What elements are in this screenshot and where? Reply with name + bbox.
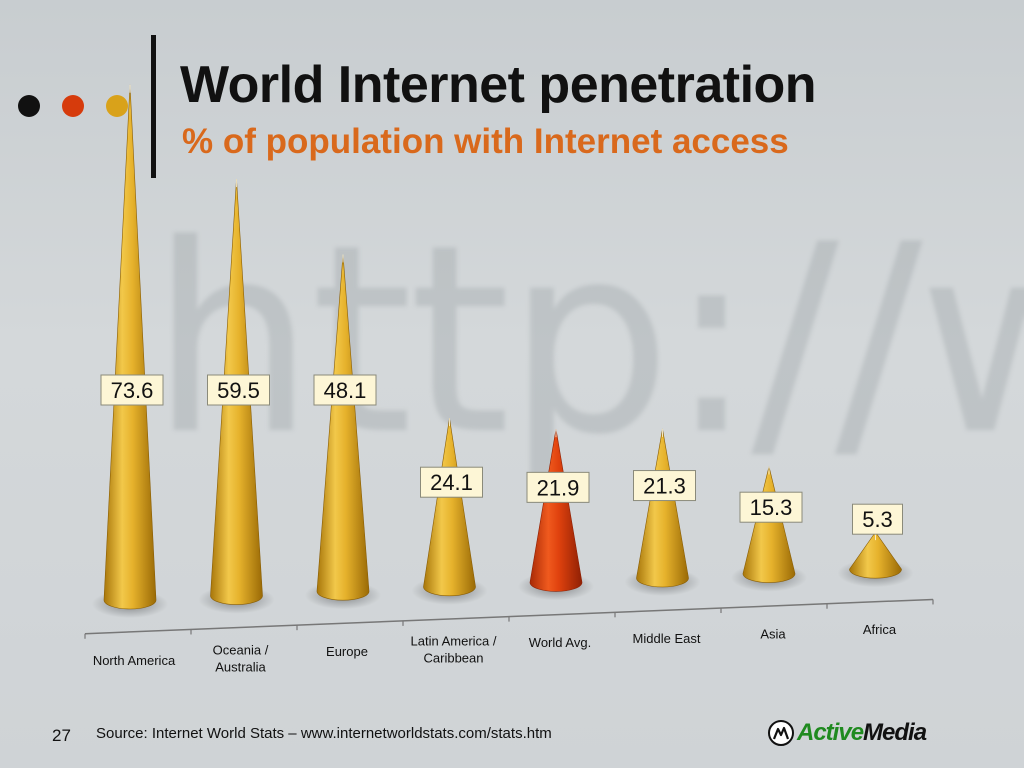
- value-label-box: [100, 374, 164, 406]
- logo-text-active: Active: [797, 719, 864, 746]
- category-label: Europe: [326, 644, 368, 659]
- value-label-box: [852, 503, 903, 535]
- cone-bar: [636, 428, 689, 588]
- chart-category-labels: North America Oceania / Australia Europe Lat…: [93, 622, 897, 674]
- chart-floor: [84, 598, 934, 639]
- gold-dot-icon: [106, 95, 128, 117]
- category-label: Africa: [863, 622, 897, 637]
- cone-bar: [423, 418, 476, 597]
- category-label: Australia: [215, 659, 266, 674]
- logo-text: ActiveMedia: [797, 719, 927, 747]
- value-label: 21.9: [537, 475, 580, 500]
- logo-text-media: Media: [863, 719, 927, 746]
- value-label-box: [420, 466, 483, 498]
- cone-bar: [849, 531, 902, 579]
- category-label: World Avg.: [529, 635, 591, 650]
- category-label: Latin America /: [411, 634, 497, 649]
- value-label-box: [207, 374, 270, 406]
- chart-cones: [92, 84, 914, 618]
- cone-bar: [103, 84, 157, 610]
- category-label: Asia: [760, 626, 786, 641]
- value-label: 15.3: [750, 495, 793, 520]
- slide-title: World Internet penetration: [180, 56, 817, 114]
- value-label: 5.3: [862, 507, 893, 532]
- activemedia-mark-icon: [768, 720, 794, 746]
- activemedia-logo: ActiveMedia: [768, 718, 927, 748]
- slide-subtitle: % of population with Internet access: [182, 122, 789, 161]
- value-label-box: [526, 471, 590, 503]
- source-note: Source: Internet World Stats – www.inter…: [96, 725, 552, 742]
- black-dot-icon: [18, 95, 40, 117]
- value-label: 48.1: [324, 378, 367, 403]
- category-label: Caribbean: [424, 651, 484, 666]
- cone-bar: [742, 466, 796, 583]
- chart-value-labels: 73.6 59.5 48.1 24.1 21.9 21.3 15.3 5.3: [100, 374, 903, 535]
- title-divider: [151, 35, 156, 178]
- value-label: 21.3: [643, 474, 686, 499]
- cone-bar: [316, 254, 370, 601]
- value-label-box: [633, 470, 696, 502]
- value-label: 59.5: [217, 378, 260, 403]
- category-label: Oceania /: [213, 642, 269, 657]
- value-label: 24.1: [430, 470, 473, 495]
- value-label-box: [313, 374, 377, 406]
- red-dot-icon: [62, 95, 84, 117]
- cone-chart: 73.6 59.5 48.1 24.1 21.9 21.3 15.3 5.3 North Am…: [84, 84, 934, 674]
- cone-bar: [529, 429, 583, 592]
- category-label: Middle East: [633, 631, 701, 646]
- category-label: North America: [93, 653, 176, 668]
- decorative-dots: [18, 95, 138, 119]
- value-label-box: [739, 491, 803, 523]
- value-label: 73.6: [111, 378, 154, 403]
- page-number: 27: [52, 726, 71, 745]
